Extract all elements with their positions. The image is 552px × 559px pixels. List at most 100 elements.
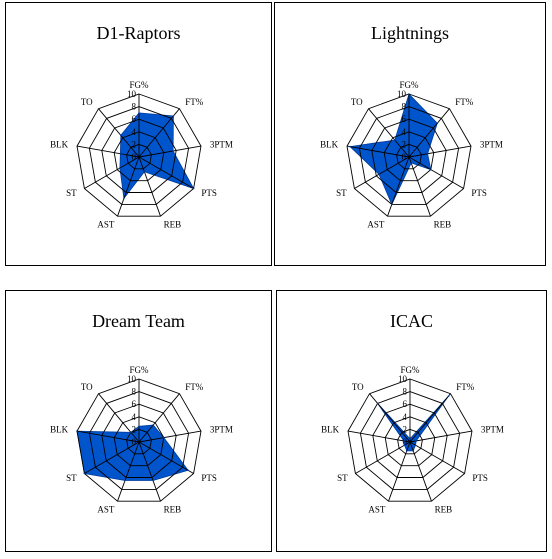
axis-label-reb: REB <box>435 505 453 515</box>
data-point-reb <box>410 162 412 164</box>
data-point-pts <box>192 187 195 190</box>
data-point-reb <box>152 479 154 482</box>
axis-label-st: ST <box>66 188 77 198</box>
radar-panel-1: D1-Raptors 0 2 4 6 8 10 FG% FT% 3PTM PTS REB AST ST B… <box>5 2 272 266</box>
axis-label-ast: AST <box>368 505 386 515</box>
axis-spoke <box>84 156 140 189</box>
grid-ring <box>371 118 447 193</box>
axis-label-fg-pct: FG% <box>129 80 149 90</box>
axis-spoke <box>355 441 411 474</box>
axis-spoke <box>138 108 180 158</box>
axis-label-3ptm: 3PTM <box>481 425 504 435</box>
scale-tick-label: 0 <box>402 152 407 162</box>
axis-spoke <box>138 441 194 474</box>
axis-label-st: ST <box>336 188 347 198</box>
scale-tick-label: 2 <box>132 424 137 434</box>
chart-title: ICAC <box>389 311 433 331</box>
data-point-ast <box>406 450 408 452</box>
grid-ring <box>383 131 435 182</box>
axis-label-ft-pct: FT% <box>185 382 204 392</box>
axis-spoke <box>76 145 140 158</box>
grid-ring <box>347 378 473 502</box>
axis-label-to: TO <box>351 97 363 107</box>
scale-tick-label: 4 <box>132 127 137 137</box>
scale-tick-label: 6 <box>402 114 407 124</box>
grid-ring <box>76 378 202 502</box>
scale-tick-label: 8 <box>403 387 408 397</box>
axis-label-st: ST <box>337 473 348 483</box>
axis-spoke <box>408 145 472 158</box>
scale-tick-label: 8 <box>402 102 407 112</box>
axis-label-3ptm: 3PTM <box>480 140 503 150</box>
data-point-st <box>119 167 121 169</box>
scale-tick-label: 2 <box>132 139 137 149</box>
data-point-ft-pct <box>436 122 439 124</box>
axis-spoke <box>346 145 410 158</box>
data-point-3ptm <box>163 436 165 439</box>
axis-label-st: ST <box>66 473 77 483</box>
axis-label-to: TO <box>81 97 93 107</box>
axis-spoke <box>347 430 411 443</box>
axis-label-pts: PTS <box>472 473 488 483</box>
grid-ring <box>396 143 422 170</box>
data-point-ast <box>391 203 393 206</box>
axis-label-fg-pct: FG% <box>399 80 419 90</box>
data-point-3ptm <box>426 152 429 155</box>
axis-spoke <box>387 156 410 217</box>
axis-label-ast: AST <box>367 220 385 230</box>
axis-spoke <box>98 393 140 443</box>
axis-label-blk: BLK <box>320 140 339 150</box>
scale-tick-label: 0 <box>132 437 137 447</box>
scale-tick-label: 0 <box>403 437 408 447</box>
data-point-ft-pct <box>152 424 154 426</box>
axis-spoke <box>138 441 161 502</box>
scale-tick-label: 2 <box>403 424 408 434</box>
data-point-to <box>130 431 132 434</box>
axis-label-pts: PTS <box>201 473 217 483</box>
scale-tick-label: 8 <box>132 387 137 397</box>
axis-label-fg-pct: FG% <box>129 365 149 375</box>
scale-tick-label: 2 <box>402 139 407 149</box>
scale-tick-label: 6 <box>403 399 408 409</box>
data-point-fg-pct <box>408 93 410 95</box>
axis-label-ft-pct: FT% <box>455 97 474 107</box>
chart-title: D1-Raptors <box>96 23 181 43</box>
scale-tick-label: 6 <box>132 114 137 124</box>
grid-ring <box>101 403 177 478</box>
data-point-3ptm <box>415 440 417 442</box>
axis-spoke <box>408 108 450 158</box>
scale-tick-label: 10 <box>127 89 137 99</box>
axis-label-reb: REB <box>164 220 182 230</box>
data-point-reb <box>412 450 414 452</box>
axis-spoke <box>117 441 140 502</box>
axis-spoke <box>354 156 410 189</box>
axis-label-3ptm: 3PTM <box>210 140 233 150</box>
axis-spoke <box>409 441 432 502</box>
axis-spoke <box>138 145 202 158</box>
data-point-st <box>83 472 86 475</box>
data-point-ft-pct <box>447 395 450 397</box>
scale-tick-label: 4 <box>402 127 407 137</box>
axis-label-reb: REB <box>164 505 182 515</box>
axis-spoke <box>138 430 202 443</box>
axis-label-blk: BLK <box>50 140 69 150</box>
radar-panel-4: ICAC 0 2 4 6 8 10 FG% FT% 3PTM PTS REB AST ST BLK TO <box>276 290 547 552</box>
axis-label-ast: AST <box>97 220 115 230</box>
axis-label-to: TO <box>81 382 93 392</box>
axis-label-fg-pct: FG% <box>400 365 420 375</box>
axis-spoke <box>138 156 194 189</box>
data-point-ast <box>123 197 125 200</box>
data-point-ast <box>124 479 126 482</box>
data-point-fg-pct <box>138 112 140 114</box>
grid-ring <box>113 131 165 182</box>
grid-ring <box>88 106 190 205</box>
axis-spoke <box>409 441 465 474</box>
radar-panel-2: Lightnings 0 2 4 6 8 10 FG% FT% 3PTM PTS REB AST ST B… <box>274 2 546 266</box>
chart-title: Lightnings <box>370 23 449 43</box>
grid-ring <box>126 143 152 170</box>
axis-spoke <box>409 430 473 443</box>
axis-label-to: TO <box>352 382 364 392</box>
